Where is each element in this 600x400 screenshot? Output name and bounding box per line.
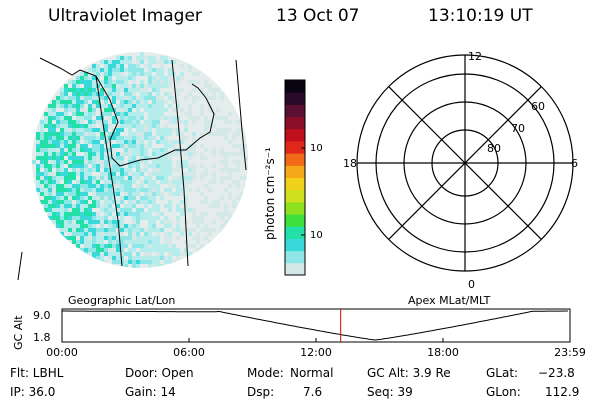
gc-altitude-info: GC Alt: 3.9 Re xyxy=(367,366,451,380)
colorbar-stripe xyxy=(285,128,305,142)
colorbar-stripe xyxy=(285,189,305,203)
colorbar-stripe xyxy=(285,116,305,130)
altitude-xtick-label: 23:59 xyxy=(554,346,586,359)
glat-label: GLat: xyxy=(486,366,519,380)
door-info: Door: Open xyxy=(125,366,194,380)
intensity-colorbar: 100 10 xyxy=(284,79,322,276)
mlt-label-18: 18 xyxy=(343,157,357,170)
mlat-label-70: 70 xyxy=(511,122,525,135)
geographic-image-panel xyxy=(17,52,248,281)
colorbar-stripe xyxy=(285,177,305,191)
coastline-lines xyxy=(17,57,247,281)
mlat-label-80: 80 xyxy=(487,142,501,155)
colorbar-gradient xyxy=(285,80,305,276)
dsp-value: 7.6 xyxy=(303,385,323,399)
gain-info: Gain: 14 xyxy=(125,385,176,399)
colorbar-stripe xyxy=(285,153,305,166)
colorbar-stripe xyxy=(285,238,305,252)
colorbar-stripe xyxy=(285,92,305,105)
colorbar-stripe xyxy=(285,226,305,239)
sequence-info: Seq: 39 xyxy=(367,385,413,399)
altitude-ytick-9: 9.0 xyxy=(33,309,51,322)
colorbar-stripe xyxy=(285,165,305,178)
colorbar-stripe xyxy=(285,201,305,215)
colorbar-stripe xyxy=(285,214,305,227)
mlt-label-6: 6 xyxy=(571,157,578,170)
altitude-xtick-label: 06:00 xyxy=(173,346,205,359)
glon-value: 112.9 xyxy=(545,385,580,399)
altitude-axis-label: GC Alt xyxy=(12,315,25,350)
colorbar-stripe xyxy=(285,262,305,276)
apex-panel-label: Apex MLat/MLT xyxy=(408,294,491,307)
colorbar-stripe xyxy=(285,140,305,154)
mlt-label-12: 12 xyxy=(468,50,482,63)
instrument-title: Ultraviolet Imager xyxy=(48,6,202,26)
mode-value: Normal xyxy=(290,366,334,380)
mlat-label-60: 60 xyxy=(531,100,545,113)
filter-info: Flt: LBHL xyxy=(10,366,64,380)
apex-polar-grid: 12 0 18 6 60 70 80 xyxy=(343,50,578,291)
dsp-label: Dsp: xyxy=(247,385,275,399)
observation-time: 13:10:19 UT xyxy=(428,6,533,26)
observation-date: 13 Oct 07 xyxy=(276,6,360,26)
colorbar-tick-100: 100 xyxy=(310,143,322,154)
ip-info: IP: 36.0 xyxy=(10,385,56,399)
colorbar-stripe xyxy=(285,80,305,93)
glat-value: −23.8 xyxy=(538,366,575,380)
glon-label: GLon: xyxy=(486,385,521,399)
altitude-xtick-label: 00:00 xyxy=(46,346,78,359)
colorbar-stripe xyxy=(285,104,305,118)
mode-label: Mode: xyxy=(247,366,284,380)
altitude-plot: GC Alt 9.0 1.8 00:00 06:00 12:00 18:00 23:59 xyxy=(12,308,586,359)
geographic-panel-label: Geographic Lat/Lon xyxy=(68,294,176,307)
altitude-curve xyxy=(62,310,568,341)
altitude-ytick-1_8: 1.8 xyxy=(33,331,51,344)
colorbar-tick-10: 10 xyxy=(310,230,322,241)
colorbar-unit-label: photon cm⁻²s⁻¹ xyxy=(263,147,277,240)
mlt-label-0: 0 xyxy=(468,278,475,291)
polar-diagonal-b xyxy=(388,86,542,240)
altitude-xtick-label: 12:00 xyxy=(300,346,332,359)
altitude-xtick-label: 18:00 xyxy=(427,346,459,359)
altitude-plot-frame xyxy=(61,308,571,343)
colorbar-stripe xyxy=(285,250,305,264)
